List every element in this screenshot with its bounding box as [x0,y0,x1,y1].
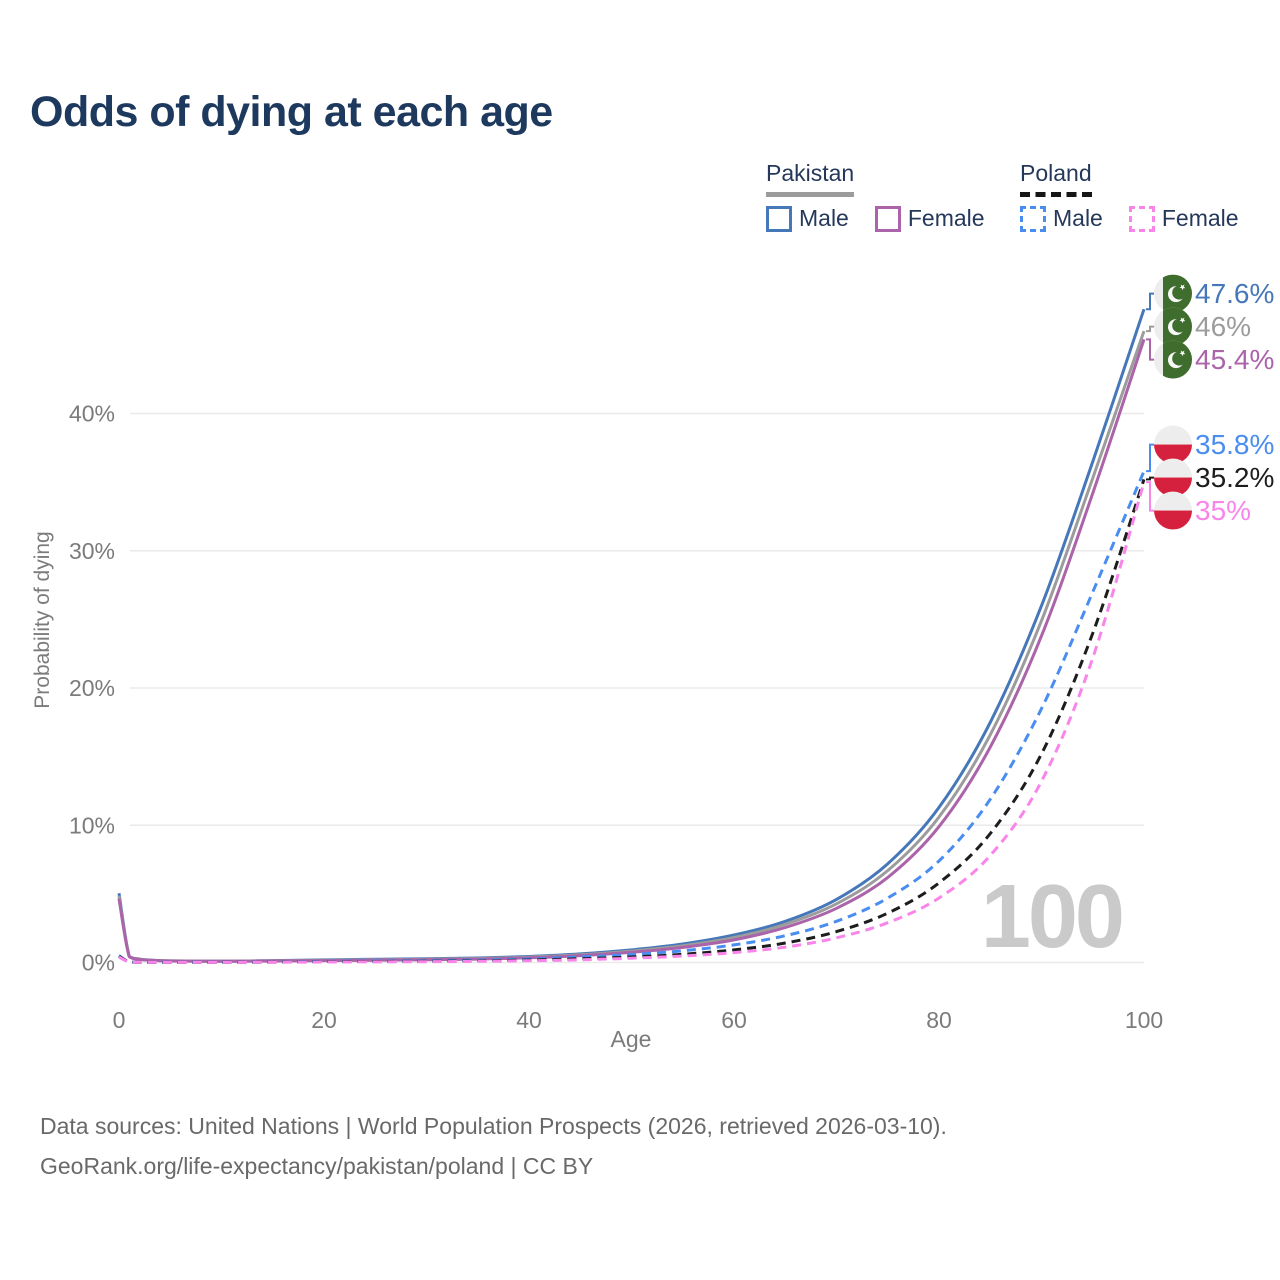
legend-item-label: Male [799,205,849,231]
end-label-poland-both: 35.2% [1195,462,1274,493]
footer: Data sources: United Nations | World Pop… [40,1106,947,1186]
end-label-connector-pakistan-male [1146,292,1154,311]
poland-flag-icon [1154,491,1192,530]
end-label-connector-poland-female [1146,481,1154,512]
legend-items-pakistan: Male Female [766,205,985,232]
legend-item-pakistan-male[interactable]: Male [766,205,849,232]
pakistan-flag-icon [1154,307,1192,346]
footer-attribution-link[interactable]: GeoRank.org/life-expectancy/pakistan/pol… [40,1153,594,1179]
legend-group-poland: Poland Male Female [1020,160,1239,232]
pakistan-male-swatch-icon [766,205,792,232]
poland-female-swatch-icon [1128,205,1155,232]
line-poland-female[interactable] [118,481,1146,964]
footer-data-sources: Data sources: United Nations | World Pop… [40,1113,947,1139]
poland-male-swatch-icon [1020,205,1046,232]
legend-item-poland-male[interactable]: Male [1020,205,1103,232]
end-label-connector-pakistan-female [1146,338,1154,361]
x-tick-label: 80 [926,1007,952,1033]
legend-group-pakistan: Pakistan Male Female [766,160,985,232]
x-tick-label: 100 [1125,1007,1163,1033]
page-title: Odds of dying at each age [30,88,553,136]
end-label-poland-male: 35.8% [1195,429,1274,460]
end-label-pakistan-female: 45.4% [1195,344,1274,375]
end-label-connector-pakistan-both [1146,325,1154,333]
x-tick-label: 60 [721,1007,747,1033]
line-pakistan-male[interactable] [117,308,1146,963]
end-label-pakistan-male: 47.6% [1195,278,1274,309]
legend-country-poland[interactable]: Poland [1020,160,1092,197]
legend-item-pakistan-female[interactable]: Female [874,205,985,232]
y-tick-label: 10% [69,812,115,838]
x-tick-label: 20 [311,1007,337,1033]
x-tick-label: 0 [113,1007,126,1033]
end-label-poland-female: 35% [1195,495,1251,526]
pakistan-female-swatch-icon [874,205,901,232]
end-label-connector-poland-both [1146,476,1154,481]
x-axis-title: Age [610,1026,652,1052]
legend-item-poland-female[interactable]: Female [1128,205,1239,232]
legend-item-label: Male [1053,205,1103,231]
y-tick-label: 30% [69,538,115,564]
x-tick-label: 40 [516,1007,542,1033]
y-tick-label: 40% [69,401,115,427]
poland-flag-icon [1154,425,1192,464]
legend-item-label: Female [907,205,985,231]
y-tick-label: 0% [82,950,115,976]
legend-country-pakistan[interactable]: Pakistan [766,160,855,197]
end-label-connector-poland-male [1146,443,1154,473]
pakistan-flag-icon [1154,274,1192,313]
legend-items-poland: Male Female [1020,205,1239,232]
y-axis-title: Probability of dying [31,531,54,709]
pakistan-flag-icon [1154,340,1192,379]
poland-flag-icon [1154,458,1192,497]
legend-item-label: Female [1161,205,1239,231]
age-counter-watermark: 100 [980,867,1125,967]
end-label-pakistan-both: 46% [1195,311,1251,342]
y-tick-label: 20% [69,675,115,701]
